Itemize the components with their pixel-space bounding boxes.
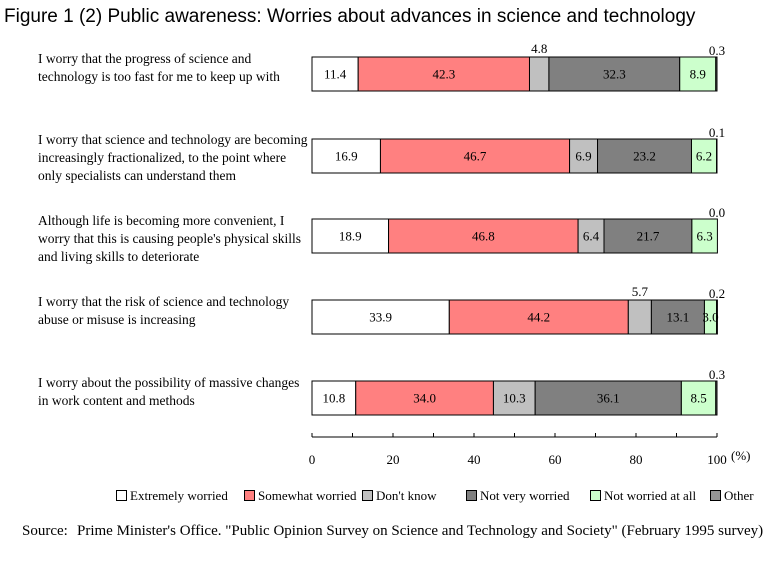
data-label: 8.5 (690, 391, 706, 406)
tick-label: 0 (309, 452, 316, 467)
bar-segment (577, 218, 605, 254)
data-label: 32.3 (603, 67, 626, 82)
data-label: 0.3 (709, 367, 725, 382)
category-label: I worry that the progress of science and… (38, 51, 280, 84)
tick-label: 80 (630, 452, 643, 467)
data-label: 21.7 (637, 229, 660, 244)
data-label: 46.7 (464, 149, 487, 164)
bar-segment (680, 380, 717, 416)
data-label: 0.1 (709, 125, 725, 140)
data-label: 18.9 (339, 229, 362, 244)
data-label: 4.8 (531, 41, 547, 56)
chart-title: Figure 1 (2) Public awareness: Worries a… (4, 6, 696, 27)
legend-item: Not worried at all (590, 488, 696, 504)
data-label: 42.3 (432, 67, 455, 82)
tick-label: 100 (707, 452, 727, 467)
bar-segment (650, 299, 705, 335)
data-label: 10.8 (322, 391, 345, 406)
bar-segment (388, 218, 579, 254)
bar-segment (597, 138, 692, 174)
legend-swatch (244, 490, 255, 501)
data-label: 34.0 (413, 391, 436, 406)
data-label: 0.2 (709, 286, 725, 301)
x-unit-label: (%) (731, 448, 751, 463)
bar-segment (548, 56, 681, 92)
bar-segment (528, 56, 550, 92)
bar-segment (716, 299, 718, 335)
bar-segment (679, 56, 717, 92)
data-label: 0.0 (709, 205, 725, 220)
bar-segment (534, 380, 682, 416)
source-label: Source: (22, 523, 68, 539)
legend-swatch (362, 490, 373, 501)
legend-label: Not very worried (480, 488, 570, 503)
bar-segment (715, 56, 718, 92)
legend-swatch (116, 490, 127, 501)
legend-item: Extremely worried (116, 488, 228, 504)
data-label: 46.8 (472, 229, 495, 244)
bar-segment (311, 299, 450, 335)
data-label: 16.9 (335, 149, 358, 164)
tick-label: 40 (468, 452, 481, 467)
bar-segment (690, 138, 718, 174)
data-label: 6.9 (575, 149, 591, 164)
legend-label: Extremely worried (130, 488, 228, 503)
data-label: 44.2 (527, 310, 550, 325)
bar-segment (311, 380, 357, 416)
data-label: 36.1 (597, 391, 620, 406)
data-label: 13.1 (667, 310, 690, 325)
tick-label: 20 (387, 452, 400, 467)
data-label: 5.7 (632, 284, 649, 299)
data-label: 8.9 (690, 67, 706, 82)
legend-label: Somewhat worried (258, 488, 357, 503)
legend-item: Not very worried (466, 488, 570, 504)
legend-label: Don't know (376, 488, 437, 503)
bar-segment (603, 218, 693, 254)
data-label: 6.3 (697, 229, 713, 244)
legend-label: Other (724, 488, 754, 503)
legend-item: Somewhat worried (244, 488, 357, 504)
data-label: 6.2 (696, 149, 712, 164)
data-label: 0.3 (709, 43, 725, 58)
legend-label: Not worried at all (604, 488, 697, 503)
category-label: I worry that science and technology are … (38, 132, 308, 183)
legend-item: Other (710, 488, 754, 504)
data-label: 3.0 (702, 310, 718, 325)
category-label: I worry about the possibility of massive… (38, 375, 300, 408)
legend-swatch (590, 490, 601, 501)
category-label: Although life is becoming more convenien… (38, 213, 302, 264)
data-label: 33.9 (369, 310, 392, 325)
bar-segment (492, 380, 536, 416)
bar-segment (627, 299, 652, 335)
legend-item: Don't know (362, 488, 436, 504)
data-label: 10.3 (503, 391, 526, 406)
legend-swatch (710, 490, 721, 501)
bar-segment (311, 138, 381, 174)
legend-swatch (466, 490, 477, 501)
data-label: 23.2 (633, 149, 656, 164)
bar-segment (379, 138, 571, 174)
source-text: Prime Minister's Office. "Public Opinion… (77, 523, 764, 539)
bar-segment (691, 218, 718, 254)
stacked-bar-chart: 11.4 42.34.832.3 8.90.316.9 46.7 6.9 23.2 6.20… (309, 41, 751, 467)
bar-segment (715, 380, 718, 416)
category-label: I worry that the risk of science and tec… (38, 294, 290, 327)
data-label: 6.4 (583, 229, 600, 244)
tick-label: 60 (549, 452, 562, 467)
data-label: 11.4 (324, 67, 347, 82)
